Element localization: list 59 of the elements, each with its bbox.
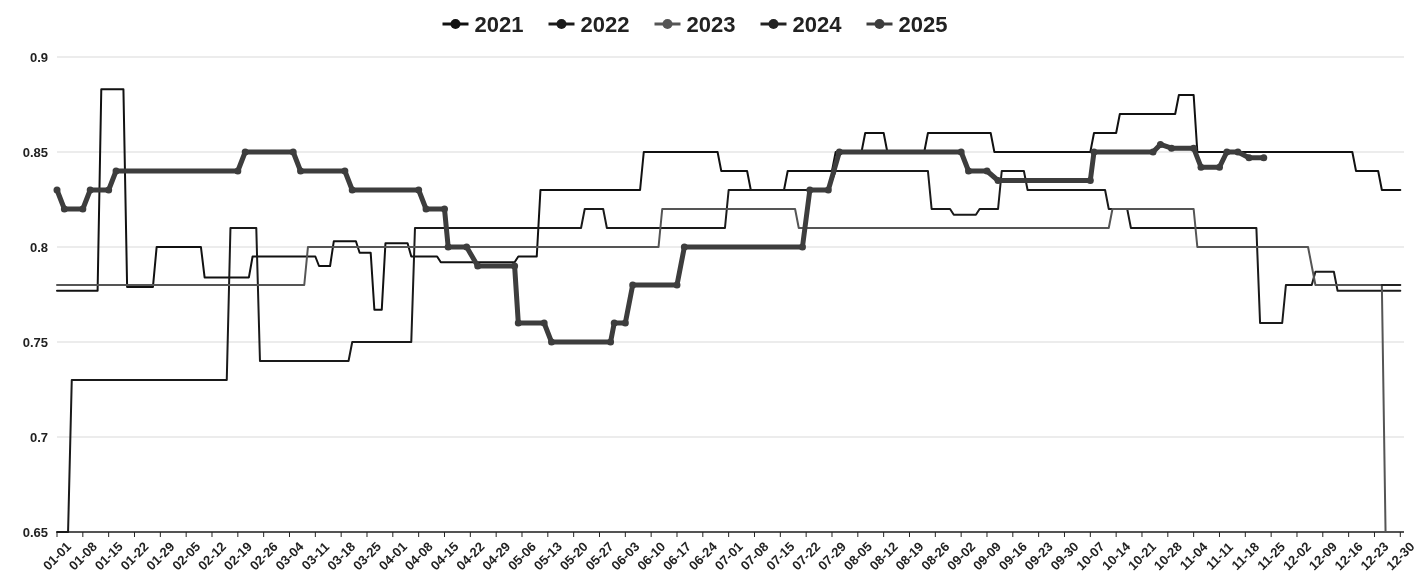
point xyxy=(540,319,548,327)
point xyxy=(297,167,305,175)
point xyxy=(1086,177,1094,184)
point xyxy=(234,167,242,175)
point xyxy=(1149,148,1157,156)
point xyxy=(463,243,471,251)
point xyxy=(610,319,618,327)
point xyxy=(474,262,482,270)
point xyxy=(79,205,87,213)
y-tick-label: 0.9 xyxy=(29,49,48,65)
point xyxy=(511,262,519,270)
point xyxy=(965,167,973,175)
point xyxy=(289,148,297,156)
point xyxy=(1245,154,1253,162)
point xyxy=(680,243,688,251)
point xyxy=(444,243,452,251)
point xyxy=(53,186,61,194)
point xyxy=(1197,163,1205,171)
point xyxy=(607,338,615,346)
legend-label: 2024 xyxy=(792,11,843,37)
point xyxy=(673,281,681,289)
y-tick-label: 0.85 xyxy=(22,144,48,160)
point xyxy=(994,177,1002,184)
point xyxy=(1234,148,1242,156)
point xyxy=(60,205,68,213)
point xyxy=(105,186,113,194)
point xyxy=(824,186,832,194)
point xyxy=(86,186,94,194)
point xyxy=(1190,144,1198,152)
point xyxy=(621,319,629,327)
point xyxy=(798,243,806,251)
y-tick-label: 0.75 xyxy=(22,334,48,350)
legend-label: 2025 xyxy=(898,11,948,37)
point xyxy=(1090,148,1098,156)
point xyxy=(1156,140,1164,148)
point xyxy=(1223,148,1231,156)
point xyxy=(1215,163,1223,171)
point xyxy=(1260,154,1268,162)
y-tick-label: 0.7 xyxy=(29,429,48,445)
point xyxy=(440,205,448,213)
point xyxy=(422,205,430,213)
point xyxy=(1168,144,1175,152)
point xyxy=(514,319,522,327)
point xyxy=(548,338,556,346)
point xyxy=(806,186,814,194)
point xyxy=(415,186,423,194)
point xyxy=(341,167,349,175)
legend-label: 2021 xyxy=(474,11,524,37)
point xyxy=(629,281,637,289)
point xyxy=(983,167,991,175)
point xyxy=(835,148,843,156)
point xyxy=(112,167,120,175)
legend-label: 2023 xyxy=(686,11,736,37)
y-tick-label: 0.65 xyxy=(22,524,48,540)
y-tick-label: 0.8 xyxy=(29,239,48,255)
point xyxy=(241,148,249,156)
point xyxy=(957,148,965,156)
point xyxy=(348,186,356,194)
legend-label: 2022 xyxy=(580,11,630,37)
